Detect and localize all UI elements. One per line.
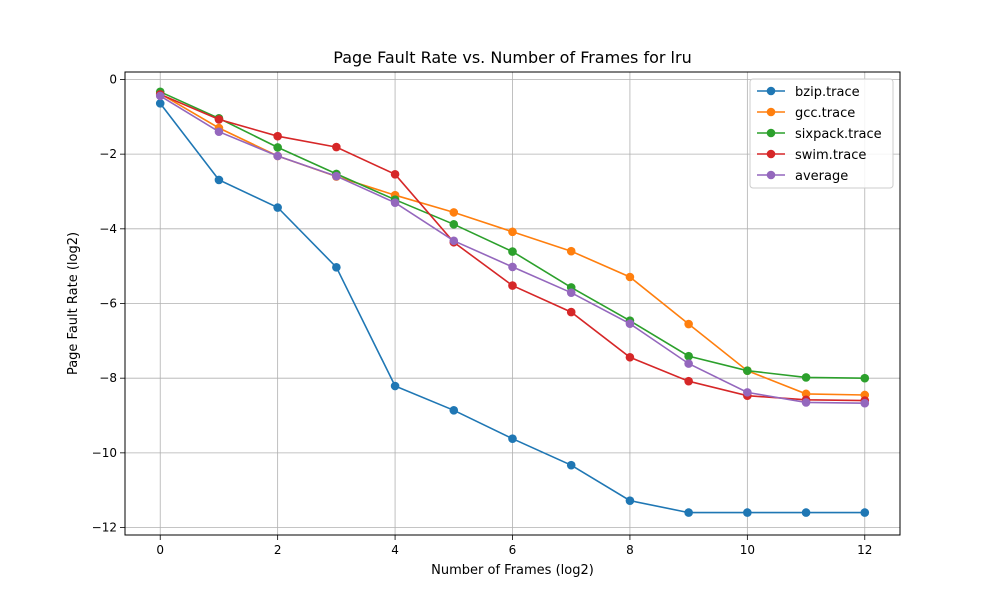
data-point	[332, 262, 341, 272]
data-point	[566, 460, 576, 470]
data-point	[860, 398, 870, 408]
data-point	[508, 247, 517, 256]
legend-label: gcc.trace	[795, 106, 855, 121]
x-tick-label: 4	[391, 543, 399, 557]
data-point	[273, 143, 282, 152]
data-point	[625, 272, 635, 282]
data-point	[860, 373, 870, 383]
data-point	[508, 262, 517, 272]
y-tick-label: −10	[92, 446, 117, 460]
data-point	[214, 127, 224, 137]
data-point	[508, 227, 517, 237]
series-layer	[155, 87, 870, 517]
data-point	[684, 359, 693, 368]
x-tick-label: 2	[274, 543, 282, 557]
legend-item: bzip.trace	[757, 85, 860, 100]
y-tick-label: −6	[99, 297, 117, 311]
legend-item: swim.trace	[757, 148, 866, 163]
data-point	[214, 175, 224, 185]
data-point	[625, 319, 635, 328]
data-point	[684, 319, 693, 329]
data-point	[566, 307, 576, 317]
data-point	[801, 373, 811, 382]
legend-marker	[766, 149, 776, 159]
legend-item: average	[757, 169, 848, 184]
data-point	[449, 405, 459, 415]
y-axis-label: Page Fault Rate (log2)	[66, 232, 81, 375]
data-point	[566, 288, 576, 297]
y-tick-label: −2	[99, 147, 117, 161]
series-average	[155, 91, 870, 408]
data-point	[801, 508, 811, 517]
x-axis-label: Number of Frames (log2)	[431, 563, 594, 578]
legend-label: sixpack.trace	[795, 127, 882, 142]
data-point	[801, 398, 811, 407]
data-point	[860, 508, 870, 517]
data-point	[684, 351, 693, 361]
data-point	[743, 388, 752, 397]
data-point	[625, 496, 635, 505]
x-tick-label: 0	[156, 543, 164, 557]
legend-marker	[766, 86, 776, 96]
legend-box	[749, 78, 894, 189]
legend: bzip.trace gcc.trace sixpack.trace swim.tra…	[749, 78, 894, 189]
y-tick-label: 0	[109, 72, 117, 86]
data-point	[801, 389, 811, 399]
x-tick-label: 12	[857, 543, 872, 557]
x-tick-label: 6	[509, 543, 517, 557]
data-point	[743, 508, 752, 517]
legend-item: sixpack.trace	[757, 127, 882, 142]
data-point	[684, 508, 693, 517]
data-point	[273, 151, 282, 161]
data-point	[214, 115, 224, 124]
data-point	[566, 246, 576, 256]
chart-title: Page Fault Rate vs. Number of Frames for…	[333, 48, 691, 67]
data-point	[332, 142, 341, 152]
data-point	[155, 99, 165, 108]
y-tick-label: −8	[99, 371, 117, 385]
y-tick-label: −4	[99, 222, 117, 236]
data-point	[390, 170, 400, 179]
legend-marker	[766, 107, 776, 117]
data-point	[625, 352, 635, 362]
data-point	[508, 434, 517, 443]
data-point	[684, 376, 693, 386]
data-point	[449, 208, 459, 217]
legend-label: swim.trace	[795, 148, 866, 163]
series-bzip-trace	[155, 99, 870, 517]
legend-label: bzip.trace	[795, 85, 860, 100]
data-point	[508, 281, 517, 290]
x-tick-label: 8	[626, 543, 634, 557]
data-point	[390, 198, 400, 207]
data-point	[332, 171, 341, 181]
data-point	[449, 236, 459, 246]
legend-marker	[766, 170, 776, 180]
legend-marker	[766, 128, 776, 138]
data-point	[743, 366, 752, 376]
data-point	[449, 220, 459, 229]
y-tick-label: −12	[92, 521, 117, 535]
data-point	[273, 203, 282, 212]
x-tick-label: 10	[740, 543, 755, 557]
data-point	[390, 381, 400, 391]
legend-label: average	[795, 169, 848, 184]
legend-item: gcc.trace	[757, 106, 855, 121]
data-point	[155, 91, 165, 101]
axis-ticks: 0 2 4 6 8 10 12 0 −2 −4 −6 −8 −10 −12	[92, 72, 873, 557]
data-point	[273, 131, 282, 141]
